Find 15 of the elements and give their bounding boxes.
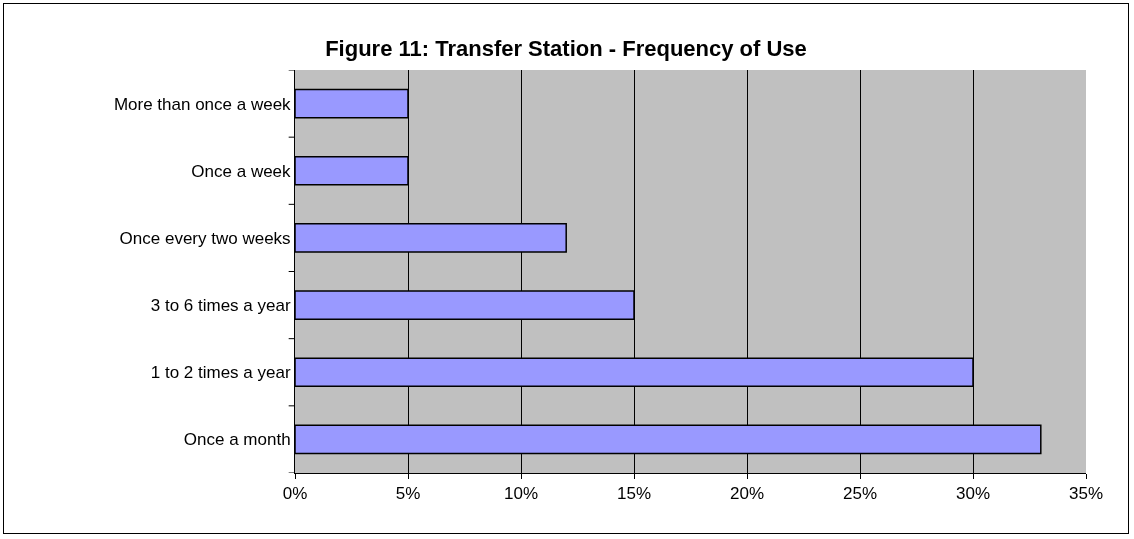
x-tick-label: 30% [955, 484, 991, 504]
x-tick-label: 15% [616, 484, 652, 504]
y-tick-label: Once every two weeks [119, 228, 291, 248]
x-tick-label: 0% [282, 484, 308, 504]
x-tick-label: 5% [395, 484, 421, 504]
x-tick-label: 20% [729, 484, 765, 504]
y-tick-label: 3 to 6 times a year [150, 296, 291, 316]
y-tick-label: Once a month [183, 430, 291, 450]
y-tick-label: Once a week [191, 161, 292, 181]
chart-title: Figure 11: Transfer Station - Frequency of Use [325, 36, 807, 62]
x-tick-label: 25% [842, 484, 878, 504]
x-tick-label: 10% [503, 484, 539, 504]
y-tick-label: 1 to 2 times a year [150, 363, 291, 383]
y-tick-label: More than once a week [113, 94, 292, 114]
x-tick-label: 35% [1068, 484, 1104, 504]
